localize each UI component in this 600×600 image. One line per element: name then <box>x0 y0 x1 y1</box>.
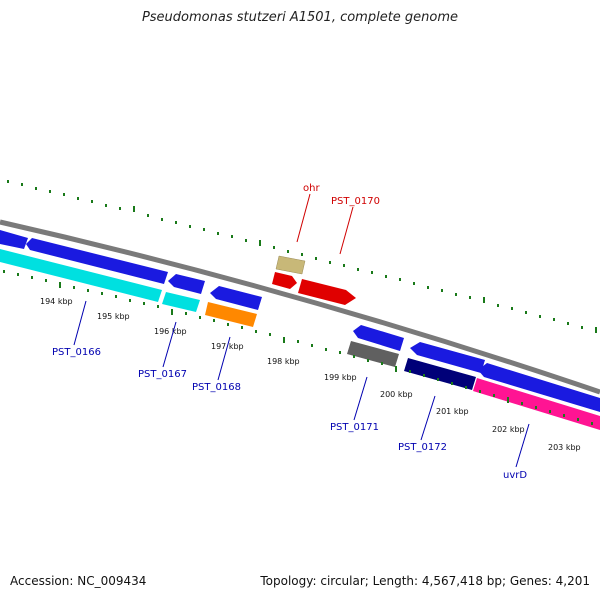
gene-pst-0171[interactable] <box>347 341 399 367</box>
forward-strand-genes <box>272 255 356 305</box>
kbp-label: 194 kbp <box>40 297 73 306</box>
leader-uvrd <box>515 423 530 468</box>
leader-pst-0167 <box>162 321 177 368</box>
map-title: Pseudomonas stutzeri A1501, complete gen… <box>141 10 459 25</box>
kbp-label: 199 kbp <box>324 373 357 382</box>
gene-label-pst-0168[interactable]: PST_0168 <box>192 382 241 393</box>
kbp-label: 195 kbp <box>97 312 130 321</box>
kbp-label: 203 kbp <box>548 443 581 452</box>
gene-left-blue-2[interactable] <box>26 238 168 284</box>
gene-pst-0166[interactable] <box>0 249 162 302</box>
kbp-label: 202 kbp <box>492 425 525 434</box>
inner-tick-track <box>3 270 593 425</box>
gene-blue-4[interactable] <box>210 286 262 310</box>
gene-label-pst-0170[interactable]: PST_0170 <box>331 196 380 207</box>
reverse-strand-genes <box>0 230 600 430</box>
leader-pst-0166 <box>73 300 87 346</box>
gene-pst-0169[interactable] <box>272 272 297 289</box>
gene-blue-6[interactable] <box>410 342 485 373</box>
leader-pst-0171 <box>353 376 368 421</box>
gene-left-blue-1[interactable] <box>0 230 28 249</box>
leader-pst-0170 <box>339 206 354 255</box>
kbp-label: 198 kbp <box>267 357 300 366</box>
outer-tick-track <box>7 180 597 333</box>
gene-ohr[interactable] <box>275 255 306 275</box>
gene-pst-0167[interactable] <box>162 292 200 312</box>
gene-label-uvrd[interactable]: uvrD <box>503 470 527 481</box>
label-leaders <box>73 193 530 468</box>
gene-label-ohr[interactable]: ohr <box>303 183 320 194</box>
kbp-label: 200 kbp <box>380 390 413 399</box>
gene-label-pst-0172[interactable]: PST_0172 <box>398 442 447 453</box>
kbp-label: 201 kbp <box>436 407 469 416</box>
topology-summary: Topology: circular; Length: 4,567,418 bp… <box>260 574 590 588</box>
gene-uvrd[interactable] <box>473 378 600 430</box>
leader-pst-0172 <box>420 395 436 441</box>
gene-label-pst-0167[interactable]: PST_0167 <box>138 369 187 380</box>
gene-pst-0170[interactable] <box>298 279 356 305</box>
gene-label-pst-0166[interactable]: PST_0166 <box>52 347 101 358</box>
gene-pst-0172[interactable] <box>404 358 476 390</box>
gene-label-pst-0171[interactable]: PST_0171 <box>330 422 379 433</box>
gene-blue-3[interactable] <box>168 274 205 294</box>
leader-ohr <box>296 193 311 243</box>
genome-backbone <box>0 219 600 395</box>
accession-label: Accession: NC_009434 <box>10 574 147 588</box>
gene-labels: ohr PST_0170 PST_0166 PST_0167 PST_0168 … <box>52 183 527 481</box>
gene-uvrd-blue[interactable] <box>478 363 600 412</box>
leader-pst-0168 <box>217 336 231 381</box>
gene-blue-5[interactable] <box>353 325 404 351</box>
kbp-label: 196 kbp <box>154 327 187 336</box>
gene-pst-0168[interactable] <box>205 302 257 327</box>
